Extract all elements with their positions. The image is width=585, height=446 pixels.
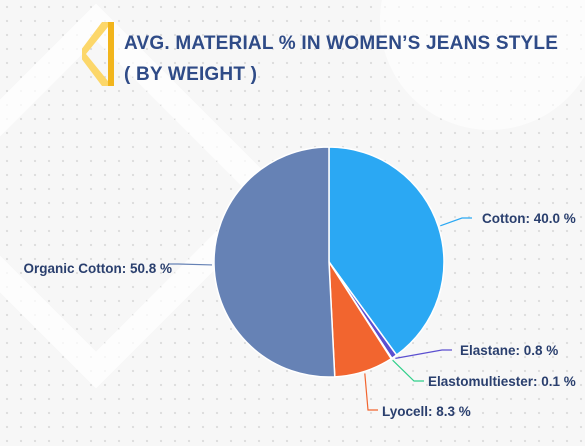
leader-line-cotton [440,217,472,227]
slice-label-organic-cotton: Organic Cotton: 50.8 % [23,261,172,276]
leader-line-elastomultiester [392,359,424,382]
chevron-left-icon [82,22,114,86]
chart-title: AVG. MATERIAL % IN WOMEN’S JEANS STYLE (… [124,33,559,85]
slice-label-cotton: Cotton: 40.0 % [482,211,576,226]
slice-label-elastomultiester: Elastomultiester: 0.1 % [428,374,576,389]
leader-line-elastane [395,349,452,359]
leader-line-lyocell [364,373,378,411]
pie-slice-organic-cotton [213,146,336,378]
slice-label-lyocell: Lyocell: 8.3 % [382,404,471,419]
chart-header: AVG. MATERIAL % IN WOMEN’S JEANS STYLE (… [82,20,582,90]
leader-line-organic-cotton [168,263,213,266]
pie-slice-cotton [328,146,445,357]
slice-label-elastane: Elastane: 0.8 % [460,343,558,358]
